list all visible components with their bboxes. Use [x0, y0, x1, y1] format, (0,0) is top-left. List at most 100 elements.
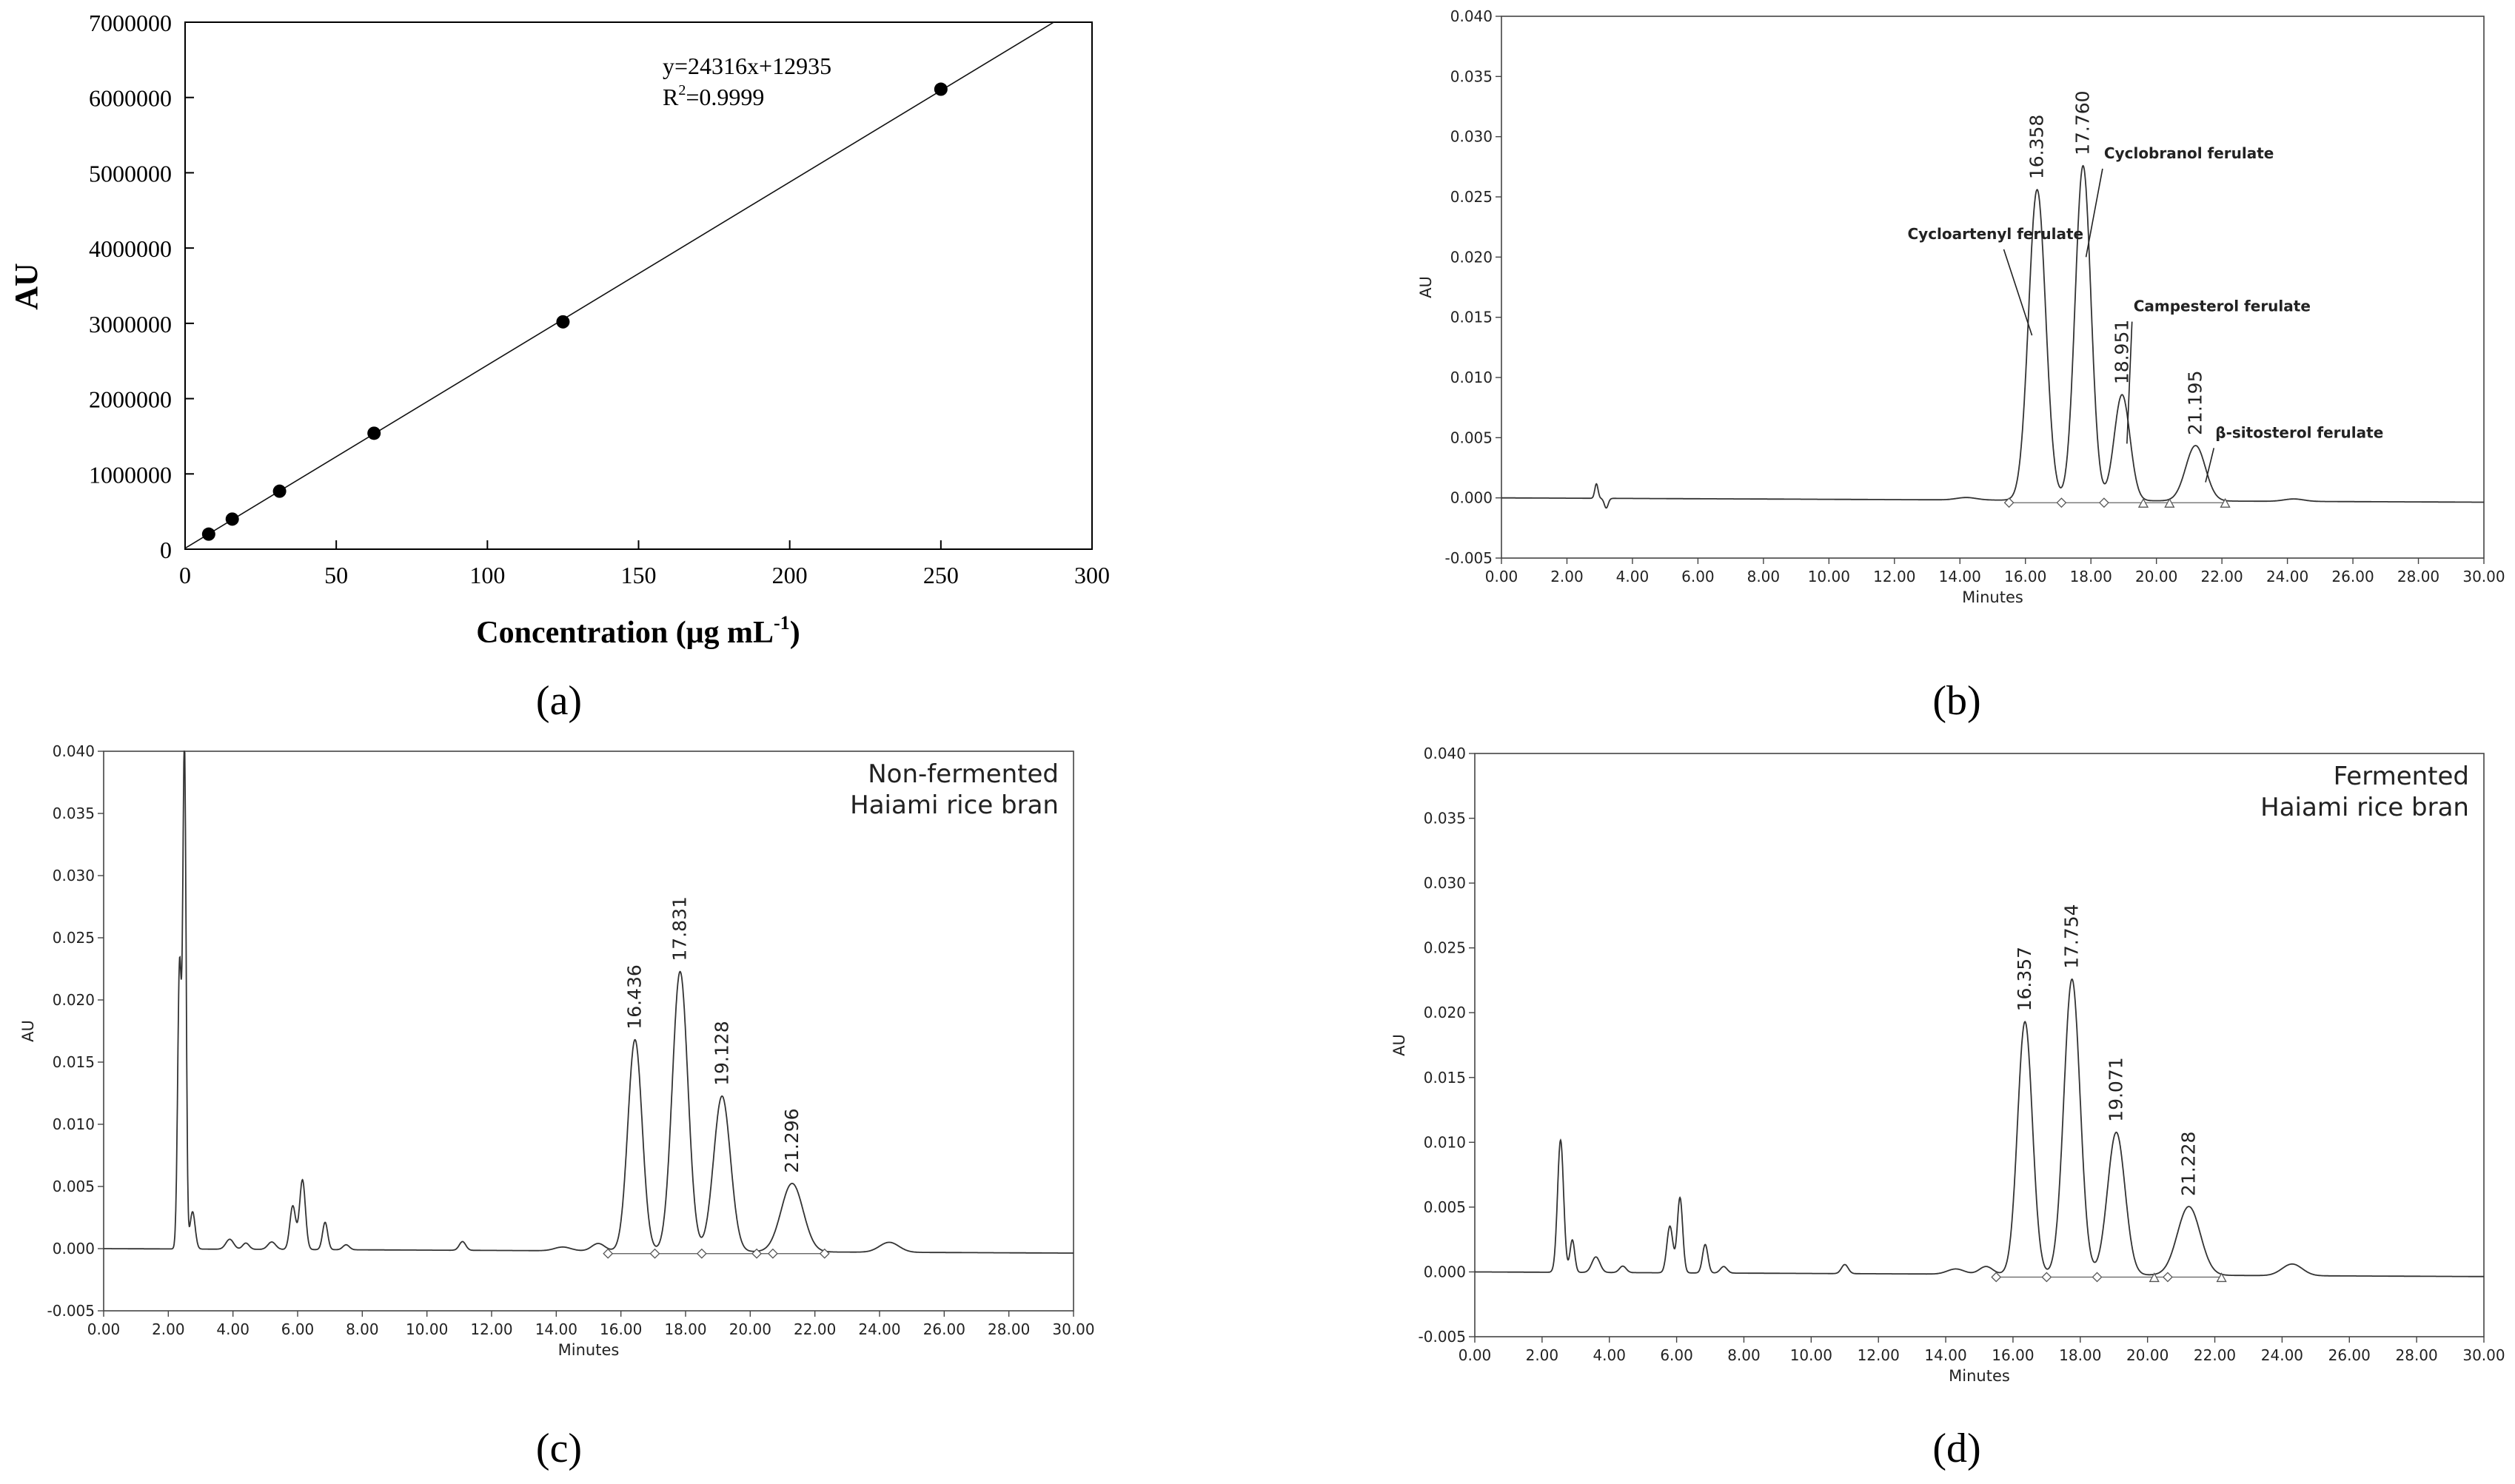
- y-tick-label: 0.000: [53, 1240, 95, 1258]
- y-tick-label: 0.000: [1450, 489, 1493, 507]
- y-tick-labels: -0.005 0.000 0.005 0.010 0.015 0.020 0.025 0.03…: [47, 742, 104, 1320]
- y-tick-labels: -0.005 0.000 0.005 0.010 0.015 0.020 0.025 0.03…: [1419, 745, 1475, 1346]
- data-point: [367, 426, 381, 440]
- x-tick-label: 30.00: [1052, 1320, 1094, 1338]
- peak-label: 21.296: [781, 1108, 803, 1172]
- x-axis-label: Minutes: [1962, 588, 2023, 606]
- x-tick-label: 8.00: [1727, 1346, 1761, 1364]
- x-tick-label: 26.00: [923, 1320, 965, 1338]
- x-tick-label: 300: [1074, 562, 1110, 588]
- sample-title-line: Haiami rice bran: [2260, 793, 2469, 822]
- y-tick-label: 0.025: [53, 929, 95, 947]
- peak-end-marker: [2149, 1272, 2160, 1283]
- peak-label: 19.071: [2105, 1057, 2126, 1121]
- data-point: [272, 484, 287, 498]
- y-tick-label: 0.040: [53, 742, 95, 760]
- x-axis-label: Minutes: [558, 1341, 620, 1359]
- peak-label: 17.760: [2072, 90, 2094, 155]
- x-tick-label: 0.00: [1485, 568, 1518, 585]
- y-tick-label: -0.005: [1445, 549, 1493, 567]
- peak-start-marker: [603, 1248, 614, 1259]
- x-tick-label: 30.00: [2462, 1346, 2505, 1364]
- panel-caption: (a): [536, 678, 582, 724]
- x-axis-label-main: Concentration (μg mL: [476, 616, 774, 650]
- sample-title-line: Non-fermented: [868, 759, 1059, 789]
- x-tick-label: 2.00: [1550, 568, 1584, 585]
- peak-label: 21.195: [2185, 370, 2206, 434]
- plot-frame: [1474, 753, 2485, 1337]
- panel-a-calibration-curve: 0 1000000 2000000 3000000 4000000 5000000 6000…: [8, 10, 1110, 724]
- x-tick-label: 12.00: [1858, 1346, 1900, 1364]
- fit-line: [184, 21, 1054, 549]
- x-tick-label: 10.00: [1808, 568, 1850, 585]
- peak-start-marker: [819, 1248, 830, 1259]
- panel-d-fermented-chromatogram: -0.005 0.000 0.005 0.010 0.015 0.020 0.025 0.03…: [1390, 745, 2505, 1471]
- peak-start-marker: [2163, 1272, 2173, 1283]
- y-tick-label: 0.020: [1450, 248, 1493, 266]
- peak-label: 16.358: [2026, 115, 2048, 179]
- peak-end-marker: [2220, 497, 2231, 508]
- x-tick-label: 4.00: [1616, 568, 1650, 585]
- peak-label: 17.754: [2061, 904, 2083, 968]
- x-tick-label: 20.00: [2126, 1346, 2169, 1364]
- y-tick-label: 0.030: [53, 867, 95, 884]
- y-tick-label: 0.010: [53, 1115, 95, 1133]
- x-tick-labels: 0.00 2.00 4.00 6.00 8.00 10.00 12.00 14.00 16.00…: [87, 1311, 1095, 1338]
- data-point: [934, 82, 948, 96]
- chromatogram-trace: [1475, 978, 2484, 1277]
- x-tick-label: 8.00: [346, 1320, 379, 1338]
- y-tick-label: 2000000: [89, 386, 172, 413]
- x-tick-label: 250: [923, 562, 959, 588]
- panel-caption: (d): [1932, 1426, 1980, 1471]
- y-tick-label: 5000000: [89, 160, 172, 187]
- x-tick-labels: 0.00 2.00 4.00 6.00 8.00 10.00 12.00 14.00 16.00…: [1485, 558, 2505, 585]
- x-tick-label: 8.00: [1747, 568, 1781, 585]
- peak-start-marker: [1991, 1272, 2002, 1283]
- x-tick-label: 50: [324, 562, 348, 588]
- fit-equation: y=24316x+12935: [663, 53, 831, 79]
- panel-b-standard-chromatogram: -0.005 0.000 0.005 0.010 0.015 0.020 0.025 0.03…: [1417, 7, 2505, 724]
- peak-start-marker: [2056, 497, 2067, 508]
- panel-c-non-fermented-chromatogram: -0.005 0.000 0.005 0.010 0.015 0.020 0.025 0.03…: [19, 742, 1095, 1471]
- y-tick-label: 0.030: [1450, 128, 1493, 146]
- y-tick-label: 0.035: [1424, 810, 1466, 827]
- y-tick-label: 0.020: [53, 991, 95, 1009]
- x-tick-label: 16.00: [1992, 1346, 2034, 1364]
- y-tick-label: 0.040: [1424, 745, 1466, 762]
- annotation-leader: [2126, 321, 2133, 444]
- x-tick-label: 18.00: [664, 1320, 706, 1338]
- x-tick-label: 16.00: [2004, 568, 2046, 585]
- annotation-leader: [2085, 168, 2103, 258]
- x-tick-label: 0.00: [1459, 1346, 1492, 1364]
- x-tick-label: 2.00: [1526, 1346, 1559, 1364]
- plot-frame: [1501, 16, 2485, 559]
- x-tick-label: 0: [179, 562, 191, 588]
- chromatogram-trace: [1501, 164, 2484, 509]
- r-squared: R2=0.9999: [663, 82, 764, 110]
- peak-label: 17.831: [669, 896, 691, 961]
- peak-label: 19.128: [711, 1021, 732, 1085]
- y-tick-label: 0.010: [1450, 369, 1493, 386]
- x-tick-label: 12.00: [470, 1320, 512, 1338]
- x-tick-label: 0.00: [87, 1320, 121, 1338]
- peak-end-marker: [2216, 1272, 2227, 1283]
- y-tick-label: 0.015: [1424, 1069, 1466, 1087]
- annotation-leader: [2205, 448, 2215, 483]
- data-point: [225, 512, 239, 526]
- peak-start-marker: [767, 1248, 778, 1259]
- x-tick-label: 28.00: [988, 1320, 1030, 1338]
- peak-start-marker: [2041, 1272, 2052, 1283]
- x-tick-label: 14.00: [535, 1320, 577, 1338]
- x-tick-label: 10.00: [406, 1320, 448, 1338]
- x-tick-label: 18.00: [2070, 568, 2112, 585]
- y-tick-label: 0.030: [1424, 874, 1466, 892]
- peak-label: 16.357: [2014, 947, 2035, 1011]
- annotation-leader: [2003, 249, 2033, 336]
- panel-caption: (b): [1932, 678, 1980, 724]
- y-axis-label: AU: [19, 1020, 37, 1042]
- x-tick-label: 28.00: [2397, 568, 2439, 585]
- x-tick-label: 2.00: [152, 1320, 185, 1338]
- peak-start-marker: [751, 1248, 762, 1259]
- peak-label: 21.228: [2177, 1132, 2199, 1196]
